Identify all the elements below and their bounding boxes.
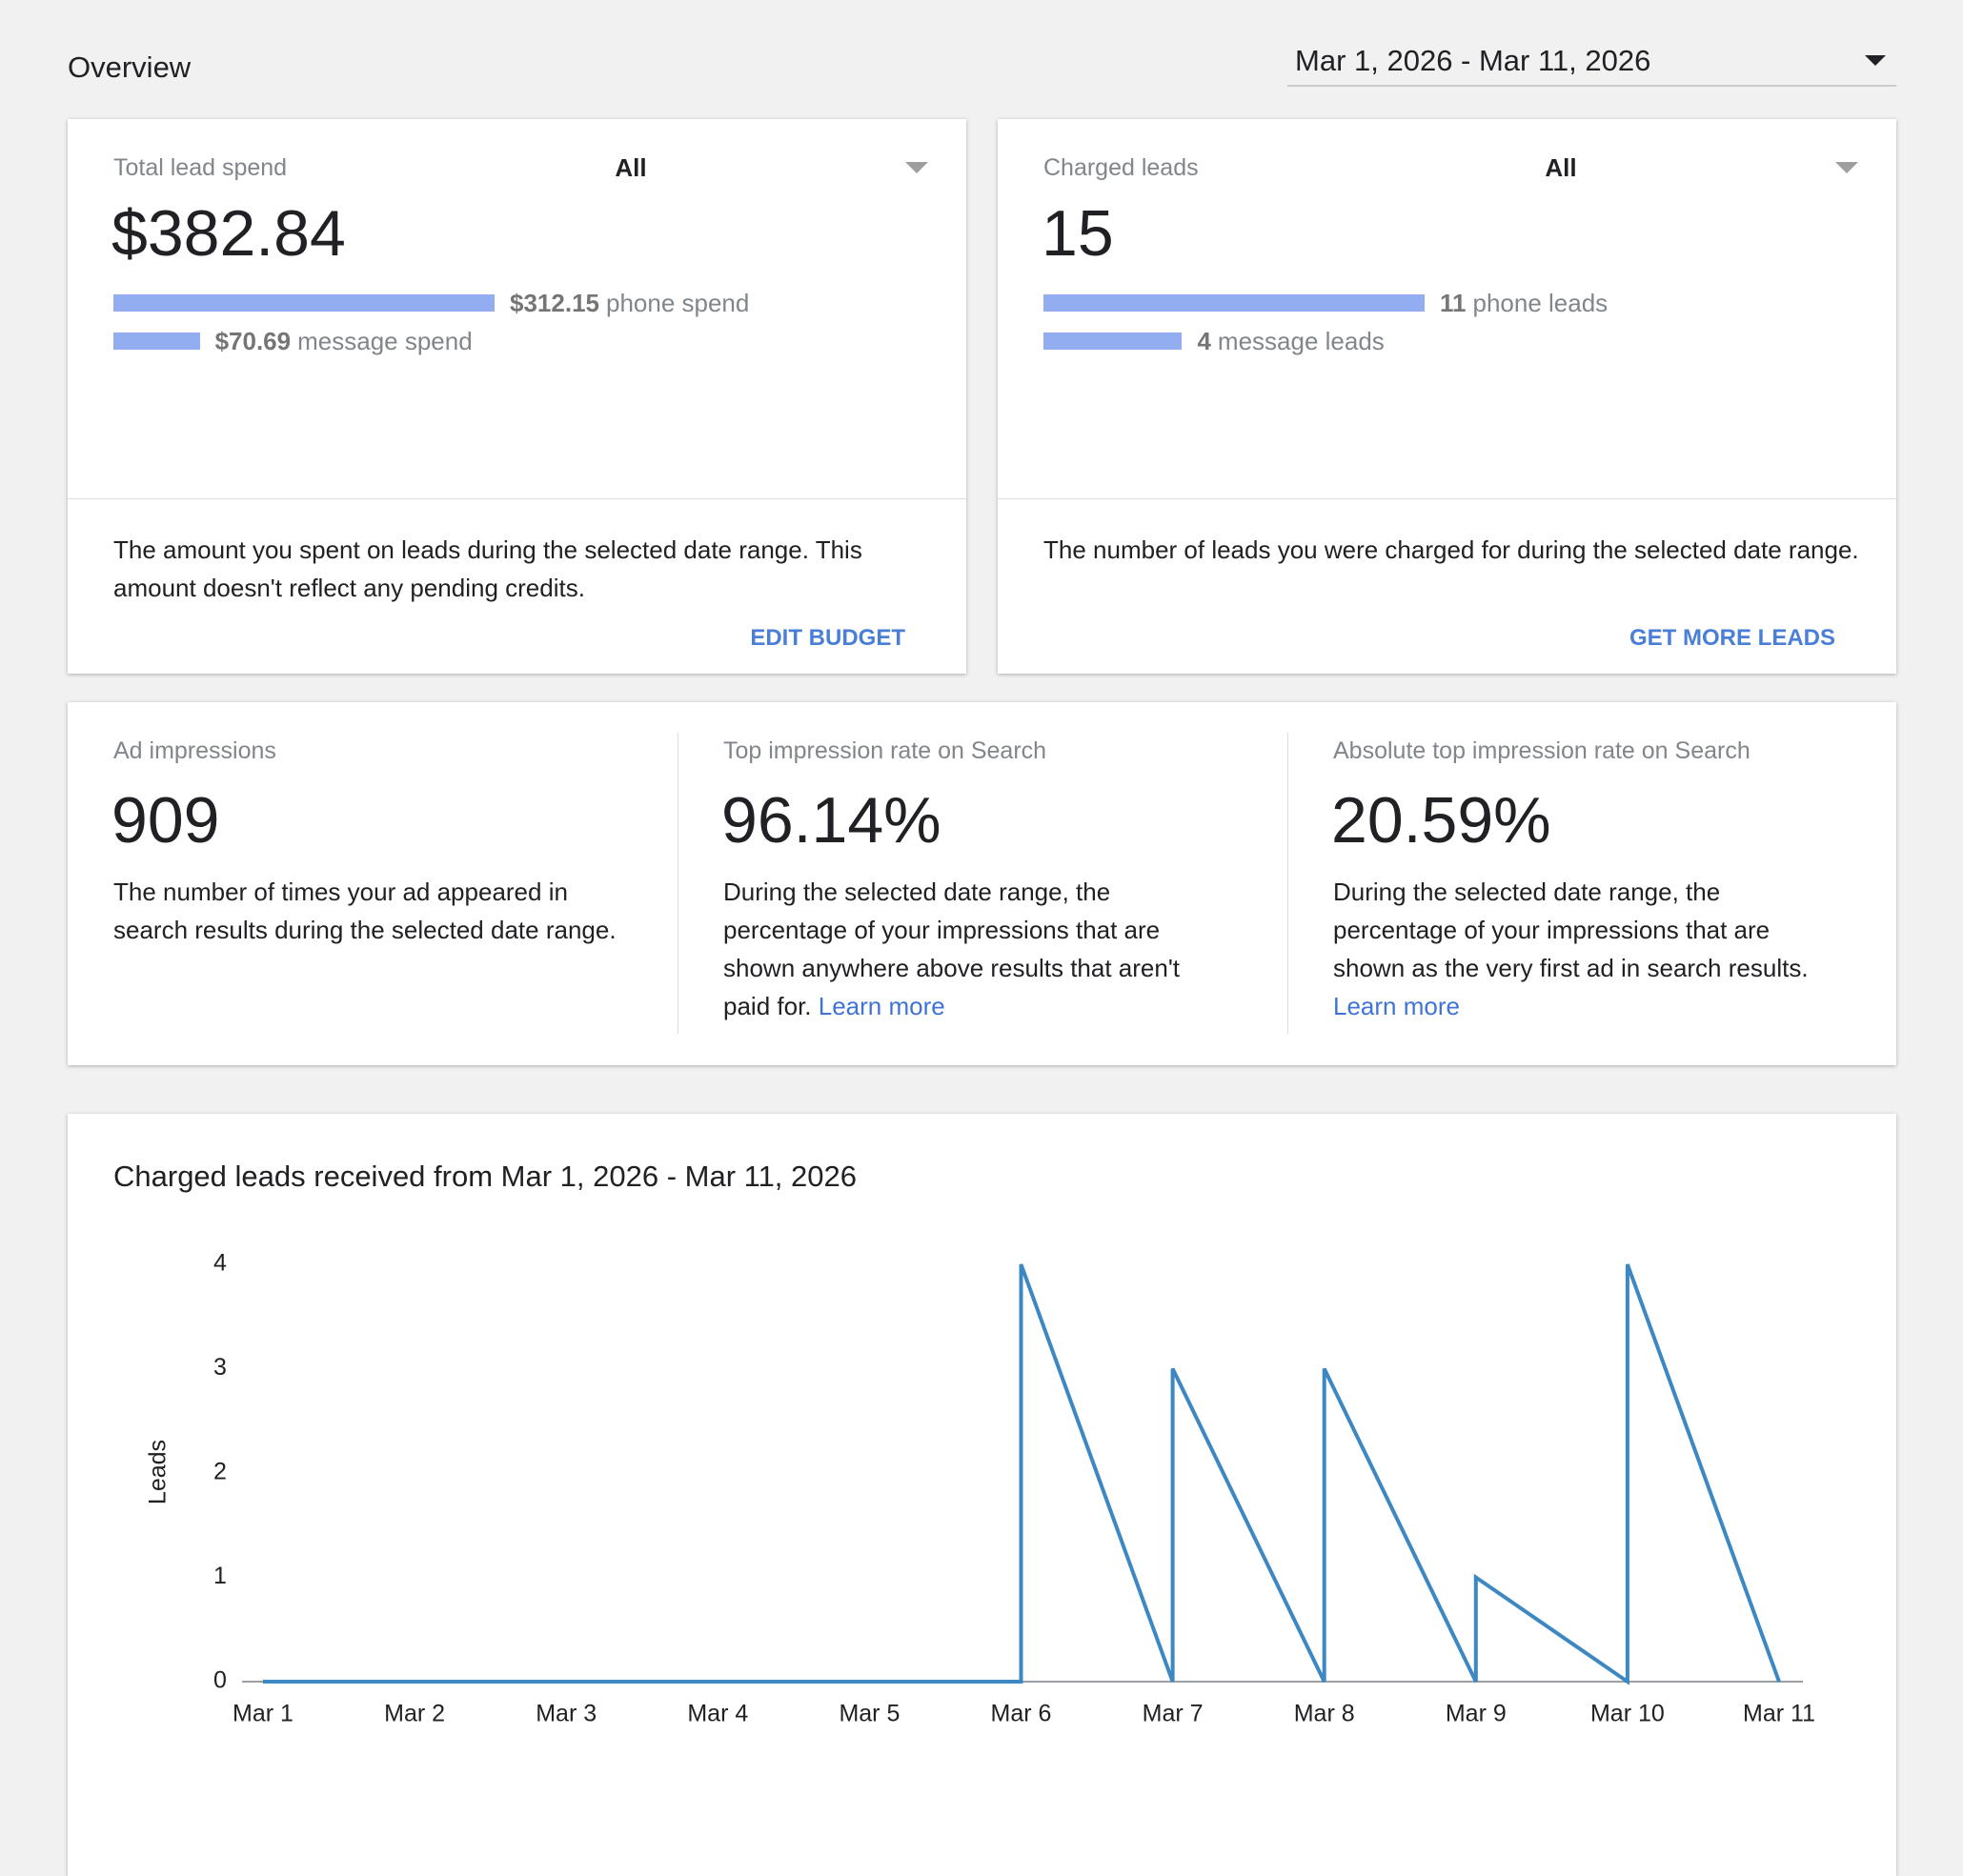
separator	[1287, 733, 1288, 1034]
x-tick-label: Mar 2	[384, 1701, 445, 1727]
filter-value: All	[1545, 153, 1577, 182]
metric-value: 909	[111, 784, 220, 857]
breakdown-value: 4	[1197, 326, 1211, 355]
card-label: Charged leads	[1043, 154, 1199, 181]
card-value: 15	[1042, 197, 1114, 270]
breakdown-label: message spend	[297, 326, 473, 355]
x-tick-label: Mar 3	[536, 1701, 597, 1727]
filter-dropdown[interactable]: All	[68, 153, 966, 182]
y-tick-label: 4	[213, 1250, 227, 1277]
divider	[68, 498, 966, 499]
breakdown-label: message leads	[1217, 326, 1385, 355]
date-range: Mar 1, 2026 - Mar 11, 2026	[1295, 44, 1651, 77]
breakdown-value: 11	[1440, 288, 1467, 317]
breakdown-row: $312.15 phone spend	[113, 284, 749, 322]
breakdown-value: $70.69	[214, 326, 292, 355]
metric-value: 20.59%	[1331, 784, 1551, 857]
breakdown-bar	[113, 333, 200, 350]
page-title: Overview	[68, 50, 192, 84]
metric-description: During the selected date range, the perc…	[723, 873, 1233, 1025]
card-description: The number of leads you were charged for…	[1043, 535, 1859, 564]
chart: Charged leads received from Mar 1, 2026 …	[113, 1160, 1815, 1727]
breakdown-bar	[1043, 333, 1183, 350]
x-tick-label: Mar 7	[1143, 1701, 1204, 1727]
y-tick-label: 1	[213, 1563, 227, 1589]
description-text: During the selected date range, the perc…	[723, 877, 1181, 1020]
x-tick-label: Mar 4	[687, 1701, 748, 1727]
metric-description: During the selected date range, the perc…	[1333, 873, 1843, 1025]
x-tick-label: Mar 1	[233, 1701, 293, 1727]
x-tick-label: Mar 5	[839, 1701, 900, 1727]
y-tick-label: 2	[213, 1459, 227, 1485]
breakdown-row: 4 message leads	[1043, 322, 1385, 360]
card-label: Total lead spend	[113, 154, 288, 181]
y-axis-label: Leads	[145, 1440, 172, 1504]
chart-title: Charged leads received from Mar 1, 2026 …	[113, 1160, 857, 1193]
breakdown-row: $70.69 message spend	[113, 322, 473, 360]
dropdown-arrow	[905, 162, 928, 173]
x-tick-label: Mar 9	[1446, 1701, 1507, 1727]
date-range-dropdown[interactable]: Mar 1, 2026 - Mar 11, 2026	[1287, 42, 1896, 87]
y-tick-label: 0	[213, 1667, 227, 1694]
learn-more-link[interactable]: Learn more	[818, 992, 945, 1020]
dropdown-arrow	[1835, 162, 1858, 173]
filter-value: All	[615, 153, 647, 182]
metric-description: The number of times your ad appeared in …	[113, 873, 623, 949]
learn-more-link[interactable]: Learn more	[1333, 992, 1460, 1020]
metric-label: Absolute top impression rate on Search	[1333, 737, 1751, 764]
divider	[998, 498, 1896, 499]
metric-label: Ad impressions	[113, 737, 276, 764]
x-tick-label: Mar 11	[1743, 1701, 1815, 1727]
x-tick-label: Mar 6	[991, 1701, 1052, 1727]
breakdown-value: $312.15	[510, 288, 599, 317]
breakdown-row: 11 phone leads	[1043, 284, 1608, 322]
metrics-card: Ad impressions 909 The number of times you…	[68, 702, 1896, 1065]
breakdown-bar	[113, 294, 495, 312]
dropdown-arrow	[1865, 55, 1886, 66]
metric-value: 96.14%	[721, 784, 941, 857]
filter-dropdown[interactable]: All	[998, 153, 1896, 182]
metric-label: Top impression rate on Search	[723, 737, 1047, 764]
breakdown-bar	[1043, 294, 1425, 312]
chart-card: Charged leads received from Mar 1, 2026 …	[68, 1114, 1896, 1876]
data-line	[263, 1263, 1781, 1685]
description-text: During the selected date range, the perc…	[1333, 877, 1809, 982]
card-action[interactable]: EDIT BUDGET	[750, 625, 905, 651]
summary-card: Charged leads All 15 11 phone leads 4 message …	[998, 119, 1896, 674]
card-action[interactable]: GET MORE LEADS	[1629, 625, 1835, 651]
card-value: $382.84	[111, 197, 346, 270]
y-tick-label: 3	[213, 1354, 227, 1381]
x-tick-label: Mar 10	[1590, 1701, 1665, 1727]
breakdown-label: phone spend	[605, 288, 750, 317]
x-tick-label: Mar 8	[1294, 1701, 1355, 1727]
summary-card: Total lead spend All $382.84 $312.15 phone s…	[68, 119, 966, 674]
card-description: The amount you spent on leads during the…	[113, 535, 862, 602]
description-text: The number of times your ad appeared in …	[113, 877, 617, 944]
breakdown-label: phone leads	[1472, 288, 1609, 317]
